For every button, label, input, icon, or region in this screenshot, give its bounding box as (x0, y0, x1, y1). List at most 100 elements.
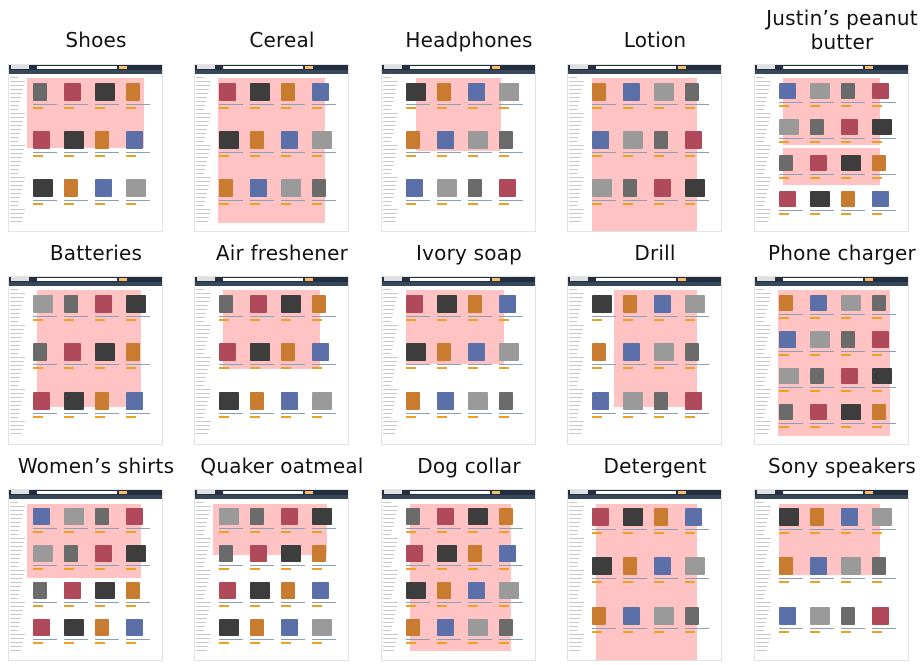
filter-item[interactable] (756, 602, 771, 603)
search-input[interactable] (410, 278, 490, 281)
filter-item[interactable] (569, 401, 581, 402)
filter-item[interactable] (756, 157, 768, 158)
filter-item[interactable] (10, 101, 20, 102)
filter-item[interactable] (383, 542, 397, 543)
product-title-link[interactable] (592, 412, 616, 414)
filter-item[interactable] (196, 598, 204, 599)
product-title-link[interactable] (219, 601, 243, 603)
filter-item[interactable] (756, 650, 767, 651)
filter-item[interactable] (756, 149, 770, 150)
product-image[interactable] (126, 508, 143, 525)
product-image[interactable] (779, 367, 799, 384)
product-image[interactable] (64, 295, 78, 313)
filter-item[interactable] (383, 197, 393, 198)
filter-item[interactable] (383, 97, 394, 98)
filter-item[interactable] (569, 530, 578, 531)
product-title-link[interactable] (126, 152, 150, 153)
product-title-link[interactable] (499, 364, 523, 366)
product-title-link[interactable] (406, 638, 430, 640)
filter-item[interactable] (10, 566, 18, 567)
filter-item[interactable] (196, 642, 209, 643)
product-title-link[interactable] (841, 529, 865, 530)
filter-item[interactable] (756, 161, 767, 162)
product-image[interactable] (779, 403, 793, 421)
filter-item[interactable] (756, 173, 764, 174)
filter-item[interactable] (756, 506, 771, 507)
filter-item[interactable] (756, 389, 771, 390)
filter-item[interactable] (10, 289, 18, 290)
search-input[interactable] (783, 66, 863, 69)
filter-item[interactable] (10, 425, 24, 426)
filter-item[interactable] (10, 586, 21, 587)
product-image[interactable] (592, 557, 612, 576)
filter-item[interactable] (756, 301, 769, 302)
filter-item[interactable] (10, 594, 19, 595)
product-title-link[interactable] (219, 200, 243, 201)
filter-item[interactable] (10, 373, 21, 374)
filter-item[interactable] (10, 626, 19, 627)
filter-item[interactable] (569, 538, 584, 539)
filter-item[interactable] (383, 558, 393, 559)
search-button[interactable] (492, 66, 500, 69)
product-title-link[interactable] (654, 152, 678, 153)
product-image[interactable] (685, 391, 702, 410)
filter-item[interactable] (196, 193, 207, 194)
product-title-link[interactable] (810, 627, 834, 629)
filter-item[interactable] (756, 530, 765, 531)
search-button[interactable] (678, 491, 686, 494)
product-image[interactable] (623, 295, 637, 313)
product-image[interactable] (654, 131, 668, 149)
filter-item[interactable] (383, 353, 391, 354)
product-title-link[interactable] (685, 412, 709, 414)
filter-item[interactable] (756, 510, 770, 511)
filter-item[interactable] (383, 357, 398, 358)
product-image[interactable] (250, 545, 267, 562)
product-title-link[interactable] (250, 564, 274, 566)
filter-item[interactable] (383, 397, 396, 398)
product-title-link[interactable] (33, 200, 57, 201)
filter-item[interactable] (569, 389, 584, 390)
product-image[interactable] (219, 582, 236, 599)
filter-item[interactable] (756, 626, 765, 627)
filter-item[interactable] (196, 201, 205, 202)
product-image[interactable] (437, 508, 454, 525)
filter-item[interactable] (196, 385, 204, 386)
product-image[interactable] (250, 83, 270, 101)
product-image[interactable] (281, 343, 295, 362)
filter-item[interactable] (569, 165, 579, 166)
product-title-link[interactable] (281, 601, 305, 603)
filter-item[interactable] (196, 538, 211, 539)
filter-item[interactable] (383, 77, 391, 78)
filter-item[interactable] (383, 602, 398, 603)
filter-item[interactable] (383, 81, 398, 82)
filter-item[interactable] (569, 77, 577, 78)
product-image[interactable] (126, 545, 146, 562)
filter-item[interactable] (569, 357, 584, 358)
filter-item[interactable] (10, 614, 22, 615)
product-image[interactable] (312, 343, 329, 362)
filter-item[interactable] (10, 550, 22, 551)
filter-item[interactable] (569, 305, 581, 306)
filter-item[interactable] (756, 213, 770, 214)
product-image[interactable] (468, 131, 488, 149)
filter-item[interactable] (196, 213, 210, 214)
product-title-link[interactable] (95, 200, 119, 201)
product-image[interactable] (872, 367, 892, 384)
filter-item[interactable] (196, 165, 206, 166)
product-image[interactable] (64, 545, 78, 562)
filter-item[interactable] (569, 321, 577, 322)
filter-item[interactable] (569, 169, 578, 170)
filter-item[interactable] (569, 586, 580, 587)
product-image[interactable] (437, 131, 454, 149)
filter-item[interactable] (756, 189, 768, 190)
product-title-link[interactable] (779, 350, 803, 352)
product-image[interactable] (33, 582, 47, 599)
search-button[interactable] (678, 66, 686, 69)
product-image[interactable] (623, 391, 643, 410)
product-title-link[interactable] (654, 627, 678, 629)
product-title-link[interactable] (872, 627, 896, 629)
product-title-link[interactable] (219, 316, 243, 317)
filter-item[interactable] (196, 217, 209, 218)
filter-item[interactable] (383, 377, 393, 378)
filter-item[interactable] (569, 301, 582, 302)
